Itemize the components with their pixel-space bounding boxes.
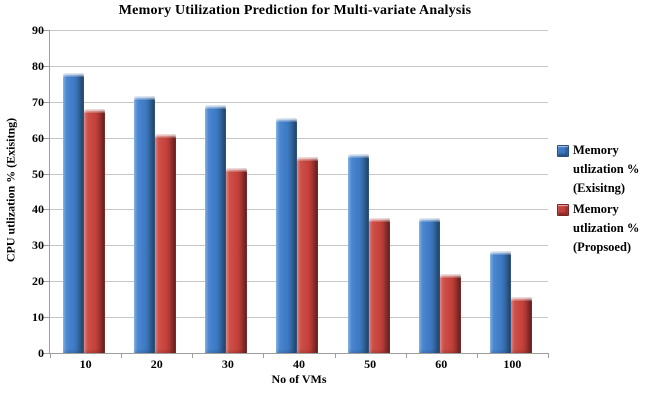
- legend-entry-proposed: Memory utlization % (Propsoed): [557, 200, 657, 257]
- bar-existing-100: [490, 250, 511, 353]
- x-category-label: 60: [435, 357, 448, 371]
- y-tick-mark: [43, 281, 50, 283]
- chart-title: Memory Utilization Prediction for Multi-…: [118, 3, 472, 18]
- x-category-label: 20: [150, 357, 163, 371]
- legend-marker-icon: [557, 145, 569, 157]
- y-tick-label: 50: [32, 166, 44, 181]
- legend: Memory utlization % (Exisitng) Memory utliza…: [557, 141, 657, 259]
- y-tick-mark: [43, 353, 50, 354]
- gridline-y60: [50, 137, 548, 139]
- bar-proposed-60: [440, 274, 461, 353]
- x-tick-mark: [263, 353, 264, 358]
- y-tick-label: 40: [32, 202, 44, 217]
- gridline-y70: [50, 101, 548, 103]
- x-tick-mark: [121, 353, 122, 358]
- bar-proposed-20: [155, 134, 176, 353]
- x-category-label: 50: [364, 357, 377, 371]
- y-tick-label: 90: [32, 23, 44, 37]
- bar-existing-10: [63, 73, 84, 353]
- legend-entry-existing: Memory utlization % (Exisitng): [557, 141, 657, 198]
- y-tick-mark: [43, 245, 50, 247]
- y-tick-label: 30: [32, 238, 44, 253]
- bar-existing-20: [134, 96, 155, 353]
- bar-existing-50: [348, 153, 369, 353]
- x-tick-mark: [335, 353, 336, 358]
- x-category-label: 40: [293, 357, 305, 371]
- bar-proposed-30: [226, 168, 247, 353]
- legend-entry-label: Memory utlization % (Exisitng): [573, 143, 640, 195]
- y-tick-label: 70: [32, 94, 44, 109]
- y-tick-label: 80: [32, 58, 44, 73]
- x-tick-mark: [50, 353, 51, 358]
- x-category-label: 100: [503, 357, 522, 371]
- y-tick-label: 60: [32, 130, 44, 145]
- y-tick-label: 10: [32, 310, 44, 325]
- x-axis-title: No of VMs: [271, 372, 327, 386]
- y-tick-mark: [43, 173, 50, 175]
- x-axis-line: [50, 353, 548, 354]
- legend-marker-icon: [557, 204, 569, 216]
- legend-entry-label: Memory utlization % (Propsoed): [573, 202, 640, 254]
- gridline-y80: [50, 65, 548, 67]
- y-tick-label: 0: [38, 346, 44, 360]
- x-tick-mark: [192, 353, 193, 358]
- bar-proposed-10: [84, 108, 105, 353]
- y-axis-line: [49, 30, 50, 353]
- x-tick-mark: [548, 353, 549, 358]
- x-category-label: 30: [221, 357, 234, 371]
- bar-proposed-50: [369, 218, 390, 353]
- x-tick-mark: [477, 353, 478, 358]
- bar-existing-30: [205, 105, 226, 353]
- bar-existing-40: [276, 117, 297, 353]
- bar-proposed-40: [297, 157, 318, 353]
- bar-existing-60: [419, 218, 440, 353]
- x-tick-mark: [406, 353, 407, 358]
- y-tick-mark: [43, 137, 50, 139]
- y-tick-mark: [43, 209, 50, 211]
- gridline-y90: [50, 30, 548, 31]
- y-tick-mark: [43, 101, 50, 103]
- y-tick-mark: [43, 65, 50, 67]
- plot-area: [43, 30, 549, 358]
- y-tick-mark: [43, 30, 50, 31]
- x-category-label: 10: [79, 357, 92, 371]
- bar-proposed-100: [511, 297, 532, 353]
- y-tick-mark: [43, 317, 50, 319]
- y-tick-label: 20: [32, 274, 44, 289]
